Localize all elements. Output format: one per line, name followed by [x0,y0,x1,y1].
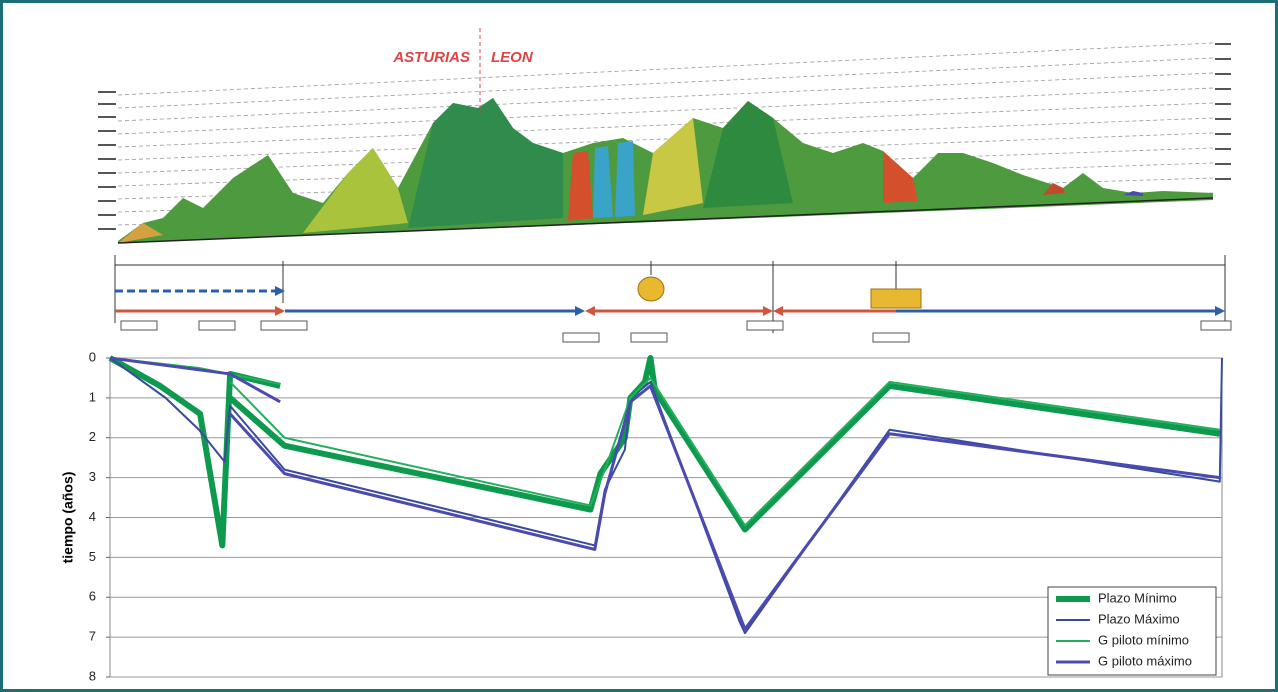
y-tick-label: 1 [89,389,96,404]
geologic-profile [98,28,1231,244]
legend-label: Plazo Máximo [1098,611,1180,626]
y-tick-label: 7 [89,629,96,644]
y-tick-label: 3 [89,469,96,484]
region-label: ASTURIAS [392,49,470,66]
y-axis-label: tiempo (años) [60,472,76,564]
construction-scheme [114,255,1232,343]
region-label: LEON [491,49,534,66]
legend-label: G piloto máximo [1098,653,1192,668]
figure: ASTURIAS LEON 0 1 2 3 4 5 6 7 8 tiempo (años) Plaz… [60,28,1232,683]
y-tick-label: 0 [89,349,96,364]
series-line [109,356,1220,631]
legend-label: G piloto mínimo [1098,632,1189,647]
y-tick-label: 2 [89,429,96,444]
y-tick-label: 4 [89,509,96,524]
y-tick-label: 8 [89,668,96,683]
y-tick-label: 6 [89,589,96,604]
legend-label: Plazo Mínimo [1098,590,1177,605]
y-tick-label: 5 [89,549,96,564]
